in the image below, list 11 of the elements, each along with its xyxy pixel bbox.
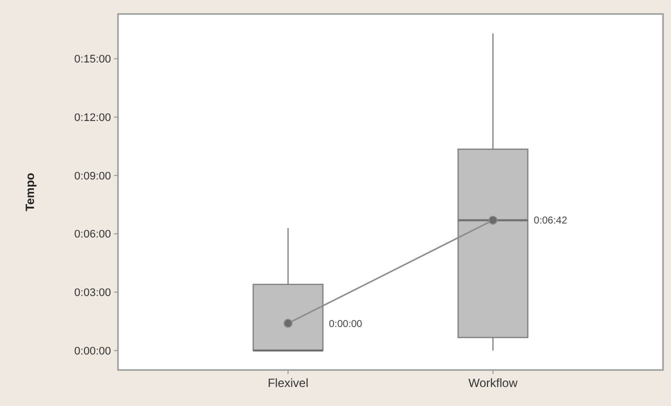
y-tick-label: 0:09:00 bbox=[74, 170, 111, 182]
annotation: 0:06:42 bbox=[534, 216, 568, 227]
y-tick-label: 0:00:00 bbox=[74, 345, 111, 358]
y-tick-label: 0:12:00 bbox=[74, 112, 111, 124]
y-tick-label: 0:15:00 bbox=[74, 54, 111, 66]
annotation: 0:00:00 bbox=[328, 318, 363, 330]
y-axis-title: Tempo bbox=[23, 172, 37, 212]
x-tick-label: Workflow bbox=[468, 376, 518, 390]
x-tick-label: Flexivel bbox=[268, 376, 308, 390]
y-tick-label: 0:03:00 bbox=[74, 287, 111, 300]
y-tick-label: 0:06:00 bbox=[74, 228, 111, 241]
